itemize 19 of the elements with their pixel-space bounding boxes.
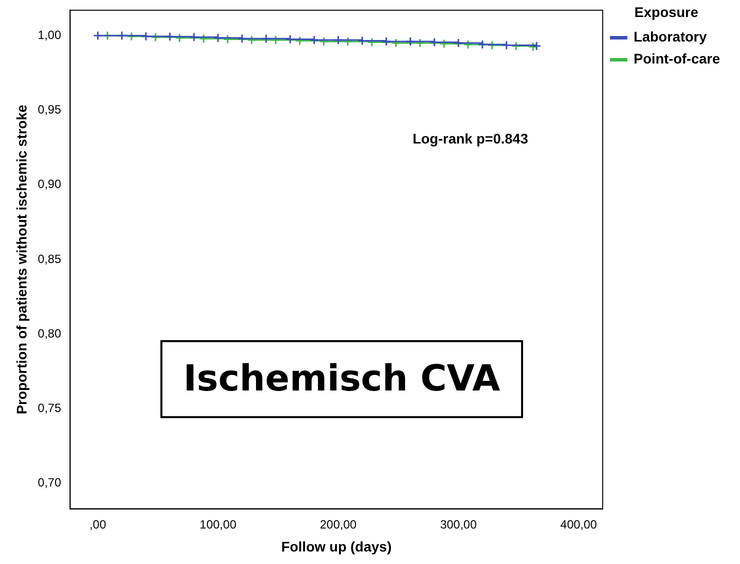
y-tick-label: 1,00 [38, 28, 62, 42]
x-tick-label: 200,00 [320, 517, 357, 532]
x-tick-label: 400,00 [560, 517, 598, 532]
y-tick-label: 0,85 [38, 252, 62, 266]
annotation: Log-rank p=0.843 [412, 130, 528, 147]
y-tick-label: 0,80 [38, 326, 62, 340]
x-tick-label: ,00 [89, 517, 106, 532]
y-tick-label: 0,70 [38, 476, 62, 490]
legend-title: Exposure [634, 4, 698, 20]
x-tick-label: 300,00 [440, 517, 478, 532]
x-tick-label: 100,00 [200, 517, 237, 532]
text: Ischemisch CVA [183, 358, 500, 400]
y-axis-title: Proportion of patients without ischemic stroke [13, 104, 30, 414]
legend-label: Laboratory [634, 28, 707, 45]
y-tick-label: 0,75 [38, 401, 62, 416]
y-tick-label: 0,90 [38, 177, 62, 192]
legend-label: Point-of-care [634, 50, 720, 67]
y-tick-label: 0,95 [38, 102, 62, 117]
x-axis-title: Follow up (days) [281, 538, 392, 554]
